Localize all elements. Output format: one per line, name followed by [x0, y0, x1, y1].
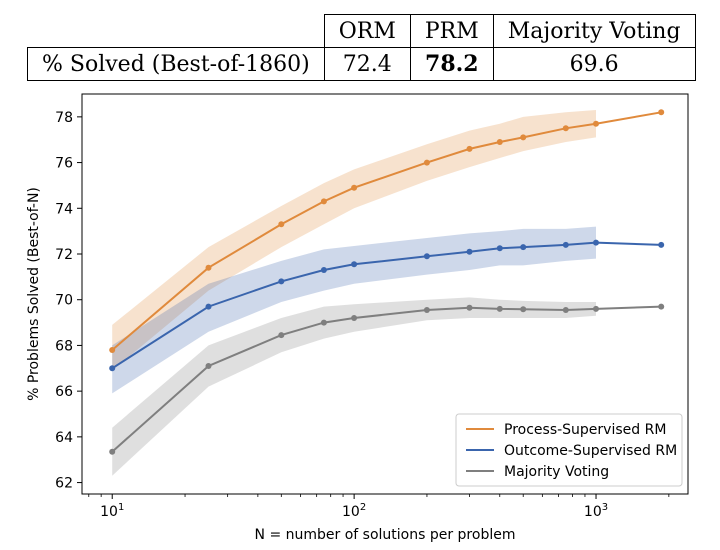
data-point: [109, 347, 116, 353]
data-point: [278, 278, 285, 285]
header-prm: PRM: [409, 14, 494, 48]
data-point: [562, 241, 569, 248]
row-label: % Solved (Best-of-1860): [27, 47, 325, 81]
data-point: [520, 306, 527, 313]
confidence-band-0: [112, 110, 596, 371]
header-majority-voting: Majority Voting: [492, 14, 696, 48]
x-axis-label: N = number of solutions per problem: [255, 527, 516, 543]
data-point: [593, 305, 599, 312]
legend-box: [455, 413, 683, 487]
data-point: [658, 241, 665, 248]
x-tick-label: 103: [584, 502, 608, 520]
data-point: [351, 261, 358, 268]
data-point: [466, 304, 473, 311]
series-points: [109, 109, 665, 455]
confidence-bands: [112, 110, 596, 476]
series-line-2: [111, 305, 662, 453]
data-point: [496, 139, 503, 145]
results-table: ORM PRM Majority Voting % Solved (Best-o…: [27, 14, 696, 81]
best-of-n-chart: 101 102 103 62 64 66 68 70 72 74 76 78 N = number …: [26, 93, 689, 543]
data-point: [320, 267, 327, 273]
data-point: [593, 120, 599, 127]
data-point: [351, 315, 358, 321]
x-tick-label: 102: [342, 502, 366, 520]
y-tick-label: 70: [55, 293, 73, 309]
data-point: [562, 125, 569, 132]
confidence-band-2: [112, 297, 596, 476]
value-prm: 78.2: [409, 47, 494, 81]
data-point: [205, 264, 212, 271]
legend-label-1: Outcome-Supervised RM: [504, 443, 677, 459]
data-point: [205, 303, 212, 310]
data-point: [466, 248, 473, 255]
data-point: [278, 332, 285, 339]
data-point: [423, 159, 430, 166]
x-axis: 101 102 103: [88, 494, 670, 520]
y-tick-label: 68: [55, 338, 73, 354]
y-tick-label: 66: [55, 384, 73, 400]
y-tick-label: 74: [55, 201, 73, 217]
table-header-row: ORM PRM Majority Voting: [27, 14, 696, 48]
y-tick-label: 78: [55, 110, 73, 126]
data-point: [466, 145, 473, 152]
data-point: [520, 244, 527, 251]
data-point: [109, 365, 116, 372]
data-point: [423, 307, 430, 313]
table-row: % Solved (Best-of-1860) 72.4 78.2 69.6: [27, 47, 696, 81]
y-tick-label: 76: [55, 156, 73, 172]
legend-label-2: Majority Voting: [504, 464, 609, 480]
data-point: [496, 305, 503, 312]
y-axis: 62 64 66 68 70 72 74 76 78: [55, 110, 82, 492]
data-point: [658, 303, 665, 310]
data-point: [658, 109, 665, 116]
data-point: [109, 448, 116, 455]
data-point: [278, 221, 285, 228]
data-point: [593, 239, 599, 246]
plot-frame: [81, 93, 689, 495]
y-axis-label: % Problems Solved (Best-of-N): [26, 187, 42, 401]
value-orm: 72.4: [323, 47, 411, 81]
series-line-0: [111, 111, 662, 351]
data-point: [320, 198, 327, 205]
data-point: [320, 319, 327, 326]
y-tick-label: 62: [55, 476, 73, 492]
data-point: [520, 134, 527, 141]
legend-label-0: Process-Supervised RM: [504, 422, 666, 438]
header-orm: ORM: [323, 14, 411, 48]
legend: Process-Supervised RM Outcome-Supervised …: [455, 413, 683, 487]
table-corner-cell: [27, 14, 325, 48]
confidence-band-1: [112, 226, 596, 394]
series-lines: [111, 111, 662, 453]
data-point: [562, 307, 569, 313]
y-tick-label: 72: [55, 247, 73, 263]
series-line-1: [111, 241, 662, 370]
y-tick-label: 64: [55, 430, 73, 446]
value-majority-voting: 69.6: [492, 47, 696, 81]
data-point: [423, 253, 430, 260]
data-point: [496, 245, 503, 252]
data-point: [351, 184, 358, 191]
x-tick-label: 101: [100, 502, 124, 520]
data-point: [205, 363, 212, 369]
